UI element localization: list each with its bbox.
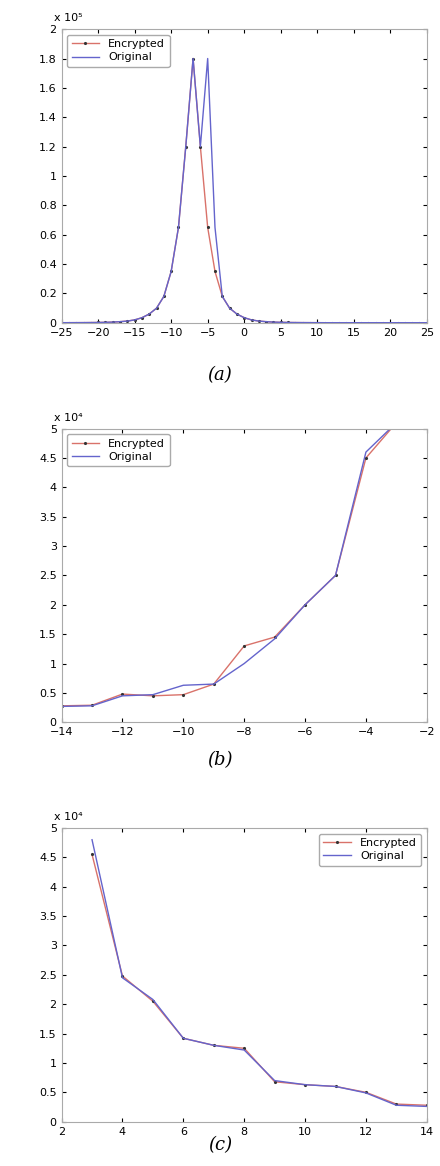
- Encrypted: [307, 316, 312, 330]
- Original: [211, 1039, 216, 1053]
- Encrypted: [181, 1031, 186, 1045]
- Original: [302, 1077, 308, 1091]
- Legend: Encrypted, Original: Encrypted, Original: [319, 834, 421, 866]
- Encrypted: [363, 1086, 369, 1100]
- Original: [329, 316, 334, 330]
- Line: Encrypted: Encrypted: [60, 57, 429, 324]
- Original: [89, 833, 95, 847]
- Line: Original: Original: [92, 840, 427, 1107]
- Original: [59, 700, 64, 714]
- Encrypted: [150, 689, 155, 703]
- Legend: Encrypted, Original: Encrypted, Original: [67, 434, 169, 466]
- Line: Original: Original: [62, 58, 427, 323]
- Encrypted: [89, 698, 95, 712]
- Text: (a): (a): [208, 366, 232, 385]
- Encrypted: [181, 688, 186, 702]
- Encrypted: [89, 848, 95, 862]
- Original: [176, 220, 181, 234]
- Legend: Encrypted, Original: Encrypted, Original: [67, 35, 169, 66]
- Text: (b): (b): [207, 751, 233, 770]
- Original: [242, 1044, 247, 1058]
- Encrypted: [302, 598, 308, 612]
- Original: [307, 316, 312, 330]
- Original: [363, 1086, 369, 1100]
- Original: [120, 971, 125, 985]
- Text: x 10⁴: x 10⁴: [54, 413, 83, 423]
- Original: [150, 992, 156, 1006]
- Original: [169, 265, 174, 279]
- Encrypted: [394, 416, 399, 430]
- Encrypted: [59, 698, 64, 712]
- Encrypted: [394, 1097, 399, 1111]
- Original: [333, 568, 338, 582]
- Original: [272, 1074, 277, 1088]
- Encrypted: [302, 1077, 308, 1091]
- Encrypted: [211, 677, 216, 691]
- Encrypted: [417, 316, 422, 330]
- Original: [242, 656, 247, 670]
- Line: Encrypted: Encrypted: [90, 852, 429, 1107]
- Original: [139, 310, 145, 324]
- Original: [333, 1080, 338, 1094]
- Encrypted: [242, 1041, 247, 1055]
- Encrypted: [329, 316, 334, 330]
- Encrypted: [169, 265, 174, 279]
- Encrypted: [120, 687, 125, 701]
- Encrypted: [363, 451, 369, 465]
- Original: [424, 316, 429, 330]
- Original: [363, 445, 369, 459]
- Text: (c): (c): [208, 1136, 232, 1154]
- Encrypted: [272, 630, 277, 644]
- Encrypted: [191, 51, 196, 65]
- Encrypted: [139, 310, 145, 324]
- Original: [302, 598, 308, 612]
- Original: [211, 677, 216, 691]
- Original: [181, 1031, 186, 1045]
- Original: [417, 316, 422, 330]
- Encrypted: [59, 316, 64, 330]
- Encrypted: [333, 568, 338, 582]
- Encrypted: [150, 995, 156, 1009]
- Original: [394, 416, 399, 430]
- Line: Encrypted: Encrypted: [60, 421, 398, 708]
- Original: [191, 51, 196, 65]
- Encrypted: [424, 1098, 429, 1112]
- Original: [150, 688, 155, 702]
- Encrypted: [242, 639, 247, 653]
- Original: [424, 1100, 429, 1114]
- Original: [89, 698, 95, 712]
- Original: [181, 679, 186, 693]
- Encrypted: [424, 316, 429, 330]
- Encrypted: [211, 1039, 216, 1053]
- Text: x 10⁵: x 10⁵: [54, 13, 83, 23]
- Encrypted: [272, 1075, 277, 1089]
- Encrypted: [120, 969, 125, 983]
- Original: [120, 689, 125, 703]
- Original: [272, 632, 277, 646]
- Line: Original: Original: [62, 423, 396, 707]
- Original: [59, 316, 64, 330]
- Encrypted: [333, 1080, 338, 1094]
- Encrypted: [176, 220, 181, 234]
- Original: [394, 1098, 399, 1112]
- Text: x 10⁴: x 10⁴: [54, 813, 83, 822]
